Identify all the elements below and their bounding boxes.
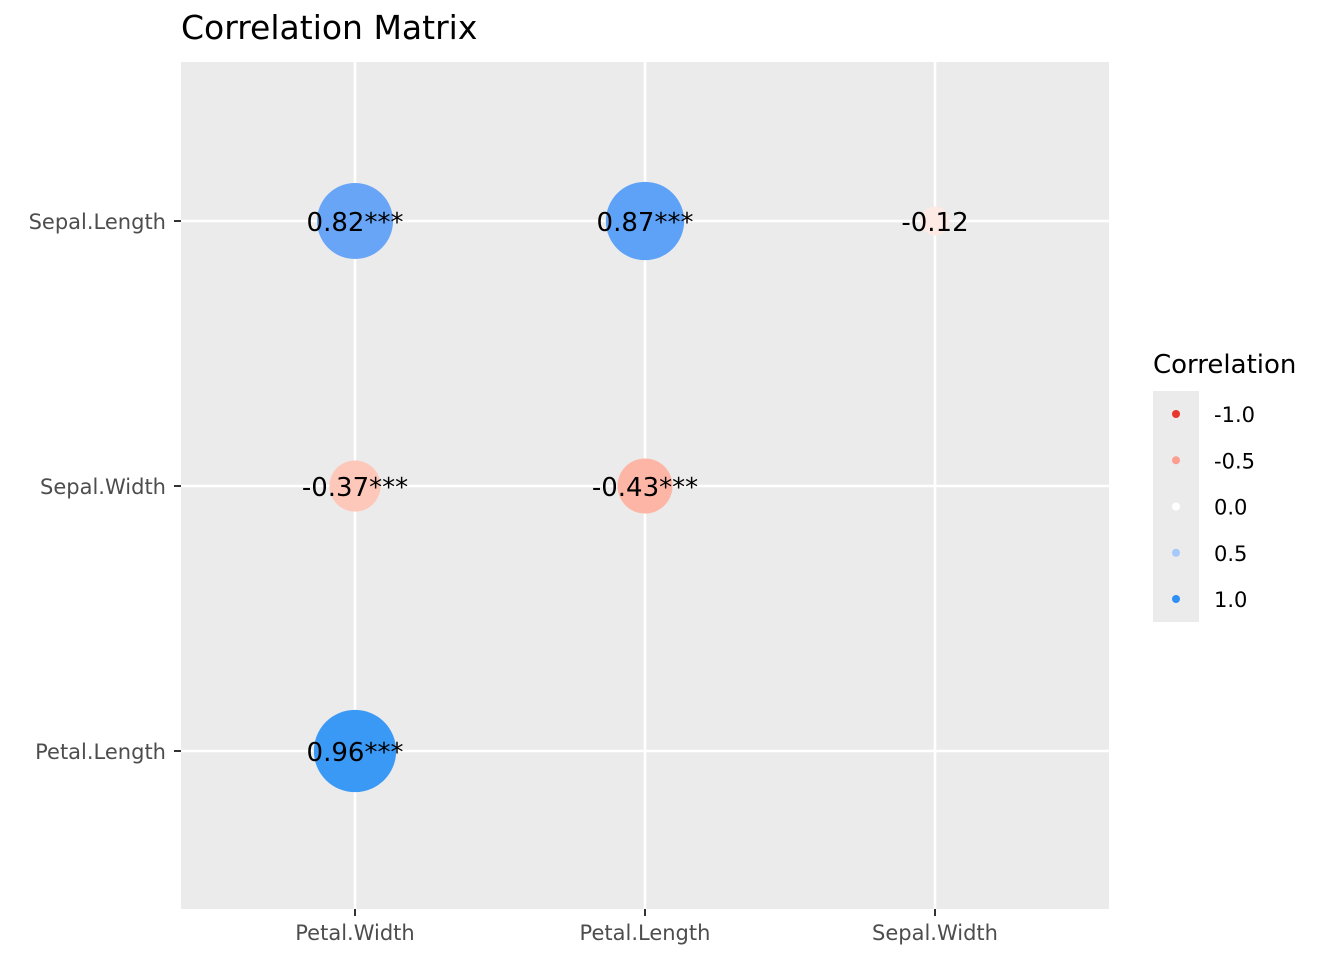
cell-label-petal-length-sepal-width: -0.43*** (592, 473, 698, 503)
cell-label-petal-length-sepal-length: 0.87*** (597, 208, 694, 238)
chart-title: Correlation Matrix (181, 8, 478, 47)
legend-label-0-5: 0.5 (1214, 542, 1247, 566)
cell-label-petal-width-sepal-length: 0.82*** (307, 208, 404, 238)
cell-circle-petal-width-sepal-width (329, 460, 381, 512)
legend-label-1-0: 1.0 (1214, 588, 1247, 612)
y-tick-label-petal-length: Petal.Length (35, 740, 166, 764)
cell-circle-petal-width-sepal-length (316, 182, 394, 260)
legend-key-0-0 (1172, 502, 1180, 511)
cells: 0.82*** 0.87*** -0.12 -0.37*** -0.43*** 0.96*… (302, 181, 969, 793)
cell-label-sepal-width-sepal-length: -0.12 (901, 208, 968, 238)
axes: Petal.Width Petal.Length Sepal.Width Sepal.… (29, 210, 998, 945)
y-tick-label-sepal-length: Sepal.Length (29, 210, 166, 234)
cell-circle-petal-length-sepal-length (605, 181, 685, 261)
y-tick-label-sepal-width: Sepal.Width (40, 475, 166, 499)
legend-key-0-5 (1172, 456, 1180, 465)
cell-circle-sepal-width-sepal-length (920, 206, 950, 236)
legend-label-0-5: -0.5 (1214, 449, 1255, 473)
legend-key-0-5 (1172, 548, 1180, 557)
cell-label-petal-width-petal-length: 0.96*** (307, 738, 404, 768)
legend-label-0-0: 0.0 (1214, 496, 1247, 520)
legend-key-1-0 (1172, 410, 1180, 418)
cell-label-petal-width-sepal-width: -0.37*** (302, 473, 408, 503)
legend-key-1-0 (1172, 595, 1180, 603)
legend-title: Correlation (1153, 350, 1296, 380)
x-tick-label-petal-width: Petal.Width (295, 921, 414, 945)
legend-label-1-0: -1.0 (1214, 403, 1255, 427)
cell-circle-petal-length-sepal-width (617, 458, 673, 514)
cell-circle-petal-width-petal-length (313, 709, 397, 793)
x-tick-label-petal-length: Petal.Length (580, 921, 711, 945)
legend: Correlation -1.0 -0.5 0.0 0.5 1.0 (1153, 350, 1296, 622)
x-tick-label-sepal-width: Sepal.Width (872, 921, 998, 945)
